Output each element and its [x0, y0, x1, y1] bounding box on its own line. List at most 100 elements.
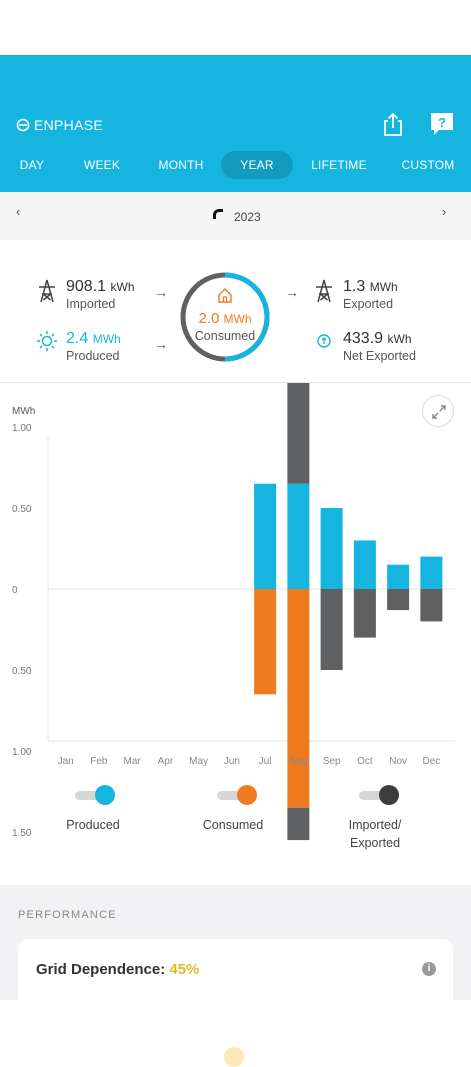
- imported-unit: kWh: [110, 280, 135, 294]
- exported-label: Exported: [343, 297, 394, 311]
- exported-value: 1.3: [343, 278, 366, 295]
- exported-summary[interactable]: 1.3 MWh Exported: [313, 278, 398, 312]
- consumed-unit: MWh: [223, 312, 252, 326]
- grid-dependence-text: Grid Dependence:: [36, 961, 166, 978]
- performance-title: PERFORMANCE: [18, 909, 117, 921]
- bar-imported-dec[interactable]: [420, 589, 443, 622]
- expand-chart-button[interactable]: [422, 395, 454, 427]
- imported-exported-toggle[interactable]: [357, 785, 401, 805]
- net-exported-summary[interactable]: 433.9 kWh Net Exported: [313, 330, 416, 364]
- expand-icon: [432, 405, 446, 419]
- energy-summary: [0, 240, 471, 383]
- bar-produced-aug[interactable]: [287, 483, 310, 589]
- bar-exported-aug[interactable]: [287, 383, 310, 484]
- tab-day[interactable]: DAY: [19, 158, 45, 172]
- imported-summary[interactable]: 908.1 kWh Imported: [36, 278, 135, 312]
- info-icon[interactable]: i: [422, 962, 436, 976]
- x-tick-label: Dec: [422, 756, 440, 767]
- produced-value: 2.4: [66, 330, 89, 347]
- grid-dependence-card[interactable]: Grid Dependence: 45% i: [18, 939, 453, 1067]
- arrow-right-teal-icon: →: [154, 336, 168, 352]
- date-marker-icon: [213, 209, 223, 219]
- produced-unit: MWh: [92, 332, 121, 346]
- y-tick-label: 1.00: [12, 747, 32, 758]
- x-tick-label: Apr: [158, 756, 174, 767]
- arrow-right-export-icon: →: [285, 284, 299, 300]
- exported-unit: MWh: [369, 280, 398, 294]
- y-tick-label: 1.00: [12, 423, 32, 434]
- imported-label: Imported: [66, 297, 116, 311]
- sun-peek-icon: [224, 1047, 244, 1067]
- net-export-icon: [317, 334, 331, 348]
- y-tick-label: 1.50: [12, 828, 32, 839]
- y-tick-label: 0: [12, 585, 18, 596]
- consumed-label: Consumed: [194, 329, 256, 343]
- arrow-right-icon: →: [154, 284, 168, 300]
- date-label[interactable]: 2023: [234, 210, 261, 224]
- legend-imported-line: Imported/: [348, 818, 402, 832]
- y-axis-label: MWh: [12, 406, 35, 417]
- home-icon: [218, 288, 232, 303]
- x-tick-label: Mar: [124, 756, 142, 767]
- produced-summary[interactable]: 2.4 MWh Produced: [36, 330, 121, 364]
- x-tick-label: Jan: [58, 756, 74, 767]
- bar-imported-sep[interactable]: [320, 589, 343, 670]
- bar-produced-jul[interactable]: [254, 483, 277, 589]
- grid-tower-export-icon: [316, 279, 332, 303]
- net-exported-value: 433.9: [343, 330, 384, 347]
- net-exported-unit: kWh: [387, 332, 412, 346]
- imported-value: 908.1: [66, 278, 107, 295]
- bar-imported-aug[interactable]: [287, 807, 310, 841]
- enphase-logo-icon: [16, 118, 30, 132]
- y-tick-label: 0.50: [12, 666, 32, 677]
- x-tick-label: Jun: [224, 756, 240, 767]
- svg-text:?: ?: [438, 115, 446, 130]
- x-tick-label: Aug: [289, 756, 307, 767]
- tab-week[interactable]: WEEK: [83, 158, 121, 172]
- x-tick-label: Feb: [90, 756, 108, 767]
- consumed-value: 2.0: [198, 310, 220, 327]
- consumed-ring[interactable]: [178, 270, 272, 364]
- grid-tower-icon: [39, 279, 55, 303]
- tab-month[interactable]: MONTH: [158, 158, 204, 172]
- x-tick-label: Nov: [389, 756, 407, 767]
- produced-label: Produced: [66, 349, 120, 363]
- net-exported-label: Net Exported: [343, 349, 416, 363]
- bar-imported-nov[interactable]: [387, 589, 410, 611]
- bar-consumed-aug[interactable]: [287, 589, 310, 808]
- bar-consumed-jul[interactable]: [254, 589, 277, 695]
- tab-year[interactable]: YEAR: [221, 151, 293, 179]
- tab-custom[interactable]: CUSTOM: [401, 158, 455, 172]
- app-header: ENPHASE ? DAY WEEK MONTH YEAR LIFETIME C…: [0, 55, 471, 192]
- bar-produced-oct[interactable]: [353, 540, 376, 589]
- tab-lifetime[interactable]: LIFETIME: [311, 158, 367, 172]
- bar-produced-sep[interactable]: [320, 508, 343, 589]
- produced-toggle[interactable]: [73, 785, 117, 805]
- chevron-left-icon[interactable]: ‹: [16, 204, 21, 219]
- bar-produced-dec[interactable]: [420, 556, 443, 589]
- x-tick-label: Jul: [259, 756, 272, 767]
- consumed-toggle[interactable]: [215, 785, 259, 805]
- bar-produced-nov[interactable]: [387, 564, 410, 589]
- legend-consumed-label: Consumed: [202, 818, 264, 832]
- x-tick-label: May: [189, 756, 208, 767]
- sun-icon: [37, 331, 57, 351]
- help-icon[interactable]: ?: [429, 110, 455, 138]
- bar-imported-oct[interactable]: [353, 589, 376, 638]
- date-selector: ‹ 2023 ›: [0, 192, 471, 240]
- consumed-summary: 2.0 MWh Consumed: [178, 310, 272, 344]
- grid-dependence-label: Grid Dependence: 45%: [36, 961, 199, 978]
- brand-name: ENPHASE: [34, 117, 104, 133]
- status-bar: [0, 0, 471, 55]
- chevron-right-icon[interactable]: ›: [442, 204, 447, 219]
- performance-section: PERFORMANCE Grid Dependence: 45% i: [0, 885, 471, 1067]
- legend-exported-line: Exported: [349, 836, 401, 850]
- share-icon[interactable]: [380, 110, 406, 138]
- brand-logo: ENPHASE: [16, 117, 103, 133]
- x-tick-label: Sep: [323, 756, 341, 767]
- period-tabs: DAY WEEK MONTH YEAR LIFETIME CUSTOM: [0, 151, 471, 181]
- legend-imported-exported-label: Imported/ Exported: [330, 816, 420, 852]
- legend-produced-label: Produced: [66, 818, 120, 832]
- grid-dependence-value: 45%: [169, 961, 200, 978]
